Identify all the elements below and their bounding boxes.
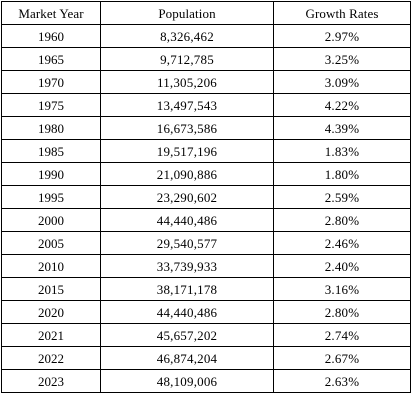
table-row: 2022 46,874,204 2.67% <box>1 346 411 370</box>
cell-population: 33,739,933 <box>100 254 274 278</box>
table-row: 1970 11,305,206 3.09% <box>1 70 411 94</box>
cell-population: 46,874,204 <box>100 346 274 370</box>
table-row: 2005 29,540,577 2.46% <box>1 231 411 255</box>
table-row: 1980 16,673,586 4.39% <box>1 116 411 140</box>
table-row: 1975 13,497,543 4.22% <box>1 93 411 117</box>
cell-growth-rate: 2.59% <box>273 185 411 209</box>
cell-population: 8,326,462 <box>100 24 274 48</box>
cell-market-year: 1970 <box>1 70 101 94</box>
table-row: 2015 38,171,178 3.16% <box>1 277 411 301</box>
cell-growth-rate: 4.22% <box>273 93 411 117</box>
cell-population: 29,540,577 <box>100 231 274 255</box>
cell-population: 38,171,178 <box>100 277 274 301</box>
cell-market-year: 1995 <box>1 185 101 209</box>
cell-growth-rate: 2.67% <box>273 346 411 370</box>
cell-market-year: 1990 <box>1 162 101 186</box>
table-row: 1960 8,326,462 2.97% <box>1 24 411 48</box>
table-header-row: Market Year Population Growth Rates <box>1 1 411 25</box>
table-row: 2020 44,440,486 2.80% <box>1 300 411 324</box>
data-table-container: Market Year Population Growth Rates 1960… <box>1 1 411 393</box>
cell-population: 13,497,543 <box>100 93 274 117</box>
cell-market-year: 1965 <box>1 47 101 71</box>
cell-growth-rate: 2.46% <box>273 231 411 255</box>
cell-market-year: 2022 <box>1 346 101 370</box>
cell-growth-rate: 2.63% <box>273 369 411 393</box>
cell-market-year: 2010 <box>1 254 101 278</box>
table-row: 2021 45,657,202 2.74% <box>1 323 411 347</box>
table-row: 1985 19,517,196 1.83% <box>1 139 411 163</box>
table-row: 2010 33,739,933 2.40% <box>1 254 411 278</box>
cell-growth-rate: 2.80% <box>273 208 411 232</box>
cell-growth-rate: 3.16% <box>273 277 411 301</box>
cell-population: 44,440,486 <box>100 208 274 232</box>
cell-market-year: 2023 <box>1 369 101 393</box>
header-growth-rates: Growth Rates <box>273 1 411 25</box>
cell-growth-rate: 2.80% <box>273 300 411 324</box>
cell-market-year: 1985 <box>1 139 101 163</box>
table-row: 1990 21,090,886 1.80% <box>1 162 411 186</box>
cell-population: 19,517,196 <box>100 139 274 163</box>
cell-market-year: 1980 <box>1 116 101 140</box>
table-row: 1965 9,712,785 3.25% <box>1 47 411 71</box>
table-row: 2023 48,109,006 2.63% <box>1 369 411 393</box>
cell-population: 11,305,206 <box>100 70 274 94</box>
cell-growth-rate: 2.40% <box>273 254 411 278</box>
cell-population: 45,657,202 <box>100 323 274 347</box>
cell-growth-rate: 1.80% <box>273 162 411 186</box>
cell-growth-rate: 2.97% <box>273 24 411 48</box>
cell-market-year: 1960 <box>1 24 101 48</box>
header-market-year: Market Year <box>1 1 101 25</box>
cell-market-year: 2020 <box>1 300 101 324</box>
cell-market-year: 2005 <box>1 231 101 255</box>
cell-market-year: 2021 <box>1 323 101 347</box>
cell-population: 23,290,602 <box>100 185 274 209</box>
cell-growth-rate: 3.25% <box>273 47 411 71</box>
cell-population: 48,109,006 <box>100 369 274 393</box>
cell-population: 21,090,886 <box>100 162 274 186</box>
cell-market-year: 2000 <box>1 208 101 232</box>
header-population: Population <box>100 1 274 25</box>
cell-population: 9,712,785 <box>100 47 274 71</box>
cell-population: 44,440,486 <box>100 300 274 324</box>
cell-population: 16,673,586 <box>100 116 274 140</box>
population-growth-table: Market Year Population Growth Rates 1960… <box>1 1 411 393</box>
cell-market-year: 2015 <box>1 277 101 301</box>
cell-market-year: 1975 <box>1 93 101 117</box>
cell-growth-rate: 4.39% <box>273 116 411 140</box>
table-row: 2000 44,440,486 2.80% <box>1 208 411 232</box>
cell-growth-rate: 1.83% <box>273 139 411 163</box>
table-row: 1995 23,290,602 2.59% <box>1 185 411 209</box>
cell-growth-rate: 2.74% <box>273 323 411 347</box>
cell-growth-rate: 3.09% <box>273 70 411 94</box>
